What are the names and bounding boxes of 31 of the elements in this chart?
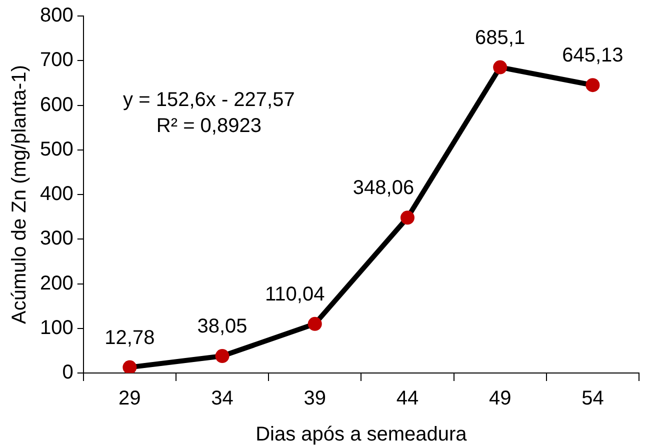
x-tick-label: 44 xyxy=(396,388,419,410)
x-tick-label: 34 xyxy=(211,388,234,410)
data-label: 685,1 xyxy=(475,26,526,49)
annotation: R² = 0,8923 xyxy=(156,114,262,137)
y-tick-label: 0 xyxy=(62,362,74,384)
x-tick-label: 54 xyxy=(582,388,604,410)
data-label: 12,78 xyxy=(104,326,155,349)
y-tick-label: 700 xyxy=(40,49,74,72)
y-tick-label: 200 xyxy=(40,272,74,294)
y-tick-label: 400 xyxy=(40,183,74,206)
x-axis-title: Dias após a semeadura xyxy=(256,424,468,446)
annotation: y = 152,6x - 227,57 xyxy=(123,88,295,111)
point xyxy=(308,316,322,331)
data-label: 110,04 xyxy=(265,283,325,306)
x-tick-label: 49 xyxy=(488,388,512,410)
data-label: 348,06 xyxy=(352,177,414,200)
y-tick-label: 500 xyxy=(40,138,74,160)
data-label: 645,13 xyxy=(562,44,624,67)
y-tick-label: 800 xyxy=(40,4,74,27)
point xyxy=(493,60,508,74)
x-tick-label: 29 xyxy=(118,388,141,410)
y-tick-label: 600 xyxy=(40,94,74,116)
y-tick-label: 100 xyxy=(40,316,74,339)
y-tick-label: 300 xyxy=(40,228,74,250)
data-label: 38,05 xyxy=(197,316,248,338)
point xyxy=(215,349,230,364)
y-axis-title: Acúmulo de Zn (mg/planta-1) xyxy=(8,64,31,324)
point xyxy=(586,78,600,92)
point xyxy=(122,360,137,373)
point xyxy=(400,210,414,225)
x-tick-label: 39 xyxy=(304,388,326,410)
